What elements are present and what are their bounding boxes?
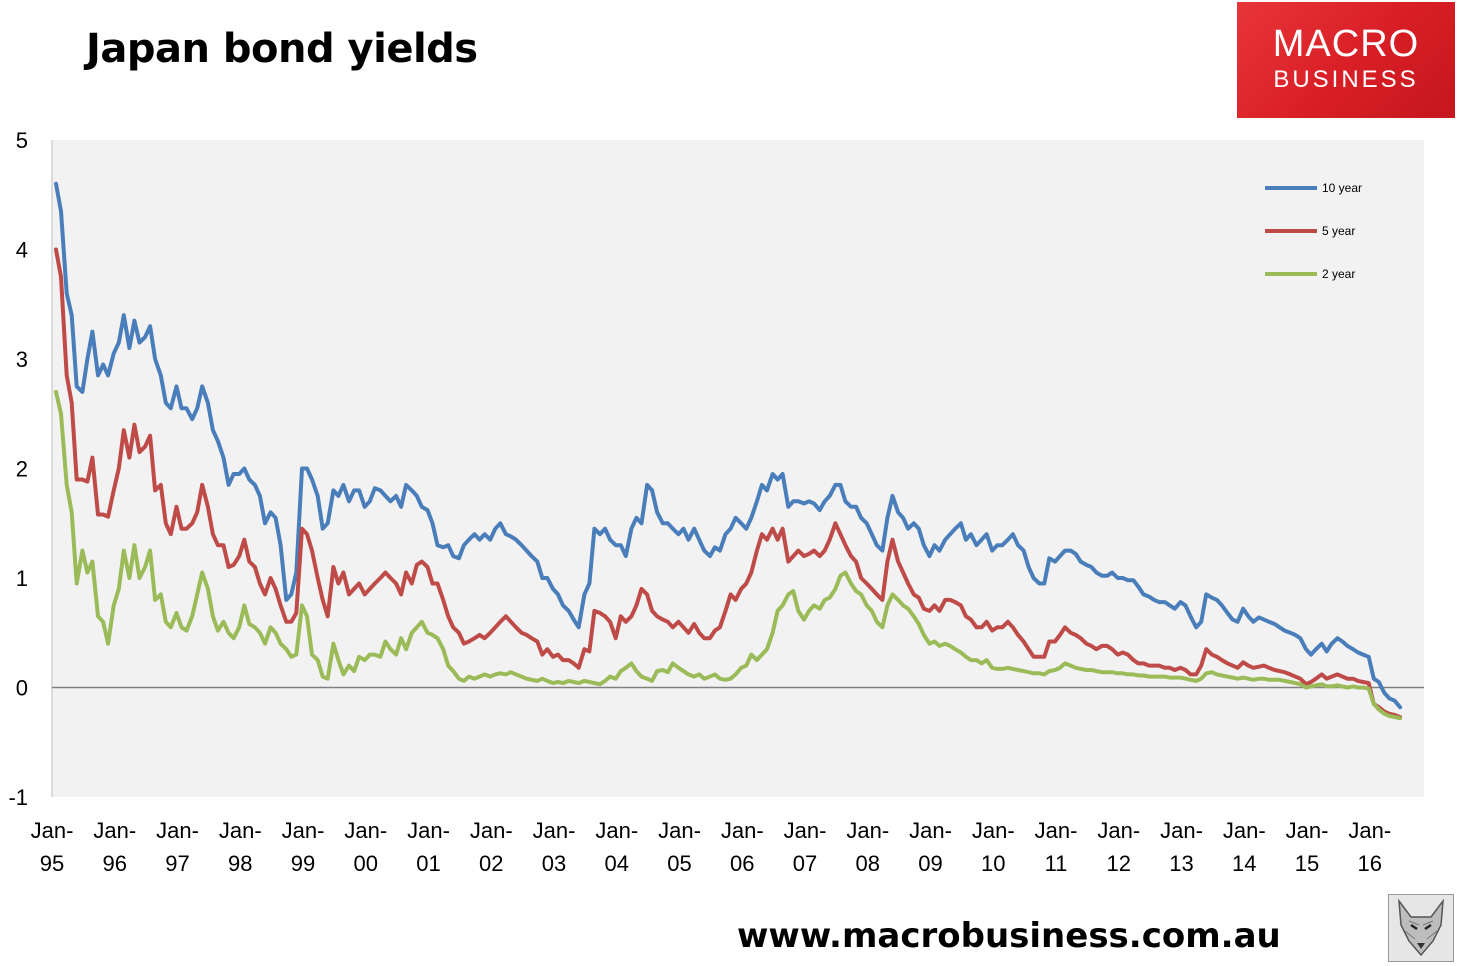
x-tick-label-line1: Jan- bbox=[533, 818, 576, 843]
x-tick-label-line2: 14 bbox=[1232, 851, 1256, 876]
x-tick-label-line2: 06 bbox=[730, 851, 754, 876]
series-line-5-year bbox=[54, 247, 1403, 720]
x-tick-label-line1: Jan- bbox=[784, 818, 827, 843]
series-line-2-year bbox=[54, 389, 1403, 721]
x-tick-label-line1: Jan- bbox=[595, 818, 638, 843]
x-tick-label-line1: Jan- bbox=[846, 818, 889, 843]
x-tick-label-line2: 16 bbox=[1358, 851, 1382, 876]
x-tick-label-line1: Jan- bbox=[31, 818, 74, 843]
x-tick-label-line2: 10 bbox=[981, 851, 1005, 876]
x-axis-ticks: Jan- 95 Jan- 96 Jan- 97 Jan- 98 Jan- 99 Jan- 00 Jan-… bbox=[31, 818, 1392, 876]
logo-line-1: MACRO bbox=[1272, 23, 1420, 65]
x-tick-label-line2: 98 bbox=[228, 851, 252, 876]
x-tick-label-line2: 99 bbox=[291, 851, 315, 876]
x-tick-label-line2: 02 bbox=[479, 851, 503, 876]
y-tick-label: 2 bbox=[16, 457, 28, 482]
x-tick-label-line2: 95 bbox=[40, 851, 64, 876]
x-tick-label-line1: Jan- bbox=[407, 818, 450, 843]
x-tick-label-line1: Jan- bbox=[721, 818, 764, 843]
x-tick-label-line2: 13 bbox=[1169, 851, 1193, 876]
x-tick-label-line1: Jan- bbox=[1223, 818, 1266, 843]
x-tick-label-line1: Jan- bbox=[658, 818, 701, 843]
x-tick-label-line2: 05 bbox=[667, 851, 691, 876]
x-tick-label-line2: 08 bbox=[856, 851, 880, 876]
x-tick-label-line1: Jan- bbox=[909, 818, 952, 843]
x-tick-label-line1: Jan- bbox=[972, 818, 1015, 843]
x-tick-label-line1: Jan- bbox=[1286, 818, 1329, 843]
logo-line-2: BUSINESS bbox=[1273, 66, 1419, 93]
x-tick-label-line2: 04 bbox=[605, 851, 629, 876]
x-tick-label-line2: 09 bbox=[918, 851, 942, 876]
series-lines bbox=[54, 181, 1403, 721]
macrobusiness-logo: MACRO BUSINESS bbox=[1237, 2, 1455, 118]
x-tick-label-line1: Jan- bbox=[1160, 818, 1203, 843]
x-tick-label-line2: 15 bbox=[1295, 851, 1319, 876]
x-tick-label-line1: Jan- bbox=[1097, 818, 1140, 843]
y-tick-label: -1 bbox=[8, 785, 28, 810]
series-line-10-year bbox=[54, 181, 1403, 710]
x-tick-label-line1: Jan- bbox=[219, 818, 262, 843]
x-tick-label-line2: 00 bbox=[354, 851, 378, 876]
legend-label: 2 year bbox=[1322, 267, 1355, 281]
y-tick-label: 3 bbox=[16, 347, 28, 372]
fox-logo-icon bbox=[1388, 894, 1454, 962]
y-tick-label: 0 bbox=[16, 676, 28, 701]
x-tick-label-line2: 12 bbox=[1107, 851, 1131, 876]
x-tick-label-line2: 01 bbox=[416, 851, 440, 876]
legend-label: 5 year bbox=[1322, 224, 1355, 238]
legend: 10 year 5 year 2 year bbox=[1265, 181, 1362, 281]
x-tick-label-line1: Jan- bbox=[93, 818, 136, 843]
website-url: www.macrobusiness.com.au bbox=[737, 916, 1281, 956]
y-tick-label: 1 bbox=[16, 566, 28, 591]
legend-label: 10 year bbox=[1322, 181, 1362, 195]
x-tick-label-line2: 11 bbox=[1045, 851, 1068, 876]
y-axis-ticks: 5 4 3 2 1 0 -1 bbox=[8, 128, 28, 810]
x-tick-label-line1: Jan- bbox=[470, 818, 513, 843]
x-tick-label-line1: Jan- bbox=[156, 818, 199, 843]
y-tick-label: 4 bbox=[16, 238, 28, 263]
x-tick-label-line1: Jan- bbox=[1035, 818, 1078, 843]
x-tick-label-line2: 96 bbox=[103, 851, 127, 876]
x-tick-label-line2: 03 bbox=[542, 851, 566, 876]
x-tick-label-line1: Jan- bbox=[344, 818, 387, 843]
plot-area bbox=[52, 140, 1424, 797]
x-tick-label-line1: Jan- bbox=[282, 818, 325, 843]
y-tick-label: 5 bbox=[16, 128, 28, 153]
x-tick-label-line2: 97 bbox=[165, 851, 189, 876]
x-tick-label-line1: Jan- bbox=[1348, 818, 1391, 843]
x-tick-label-line2: 07 bbox=[793, 851, 817, 876]
chart-title: Japan bond yields bbox=[86, 26, 478, 72]
